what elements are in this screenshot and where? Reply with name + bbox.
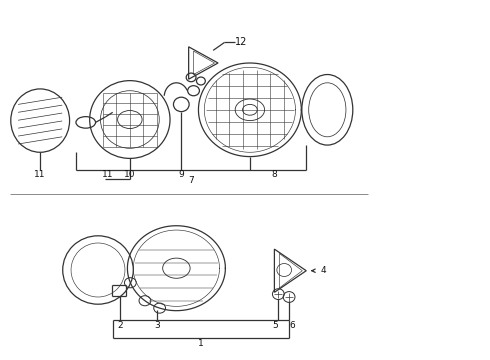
Text: 11: 11	[102, 170, 114, 179]
Text: 6: 6	[289, 321, 295, 330]
Text: 11: 11	[34, 170, 46, 179]
Text: 2: 2	[117, 321, 123, 330]
Text: 5: 5	[272, 321, 278, 330]
Text: 10: 10	[124, 170, 136, 179]
Text: 1: 1	[198, 339, 204, 348]
Text: 8: 8	[271, 170, 277, 179]
Text: 7: 7	[188, 176, 194, 185]
Text: 12: 12	[235, 37, 248, 48]
Text: 9: 9	[178, 170, 184, 179]
Text: 4: 4	[320, 266, 326, 275]
Text: 3: 3	[154, 321, 160, 330]
